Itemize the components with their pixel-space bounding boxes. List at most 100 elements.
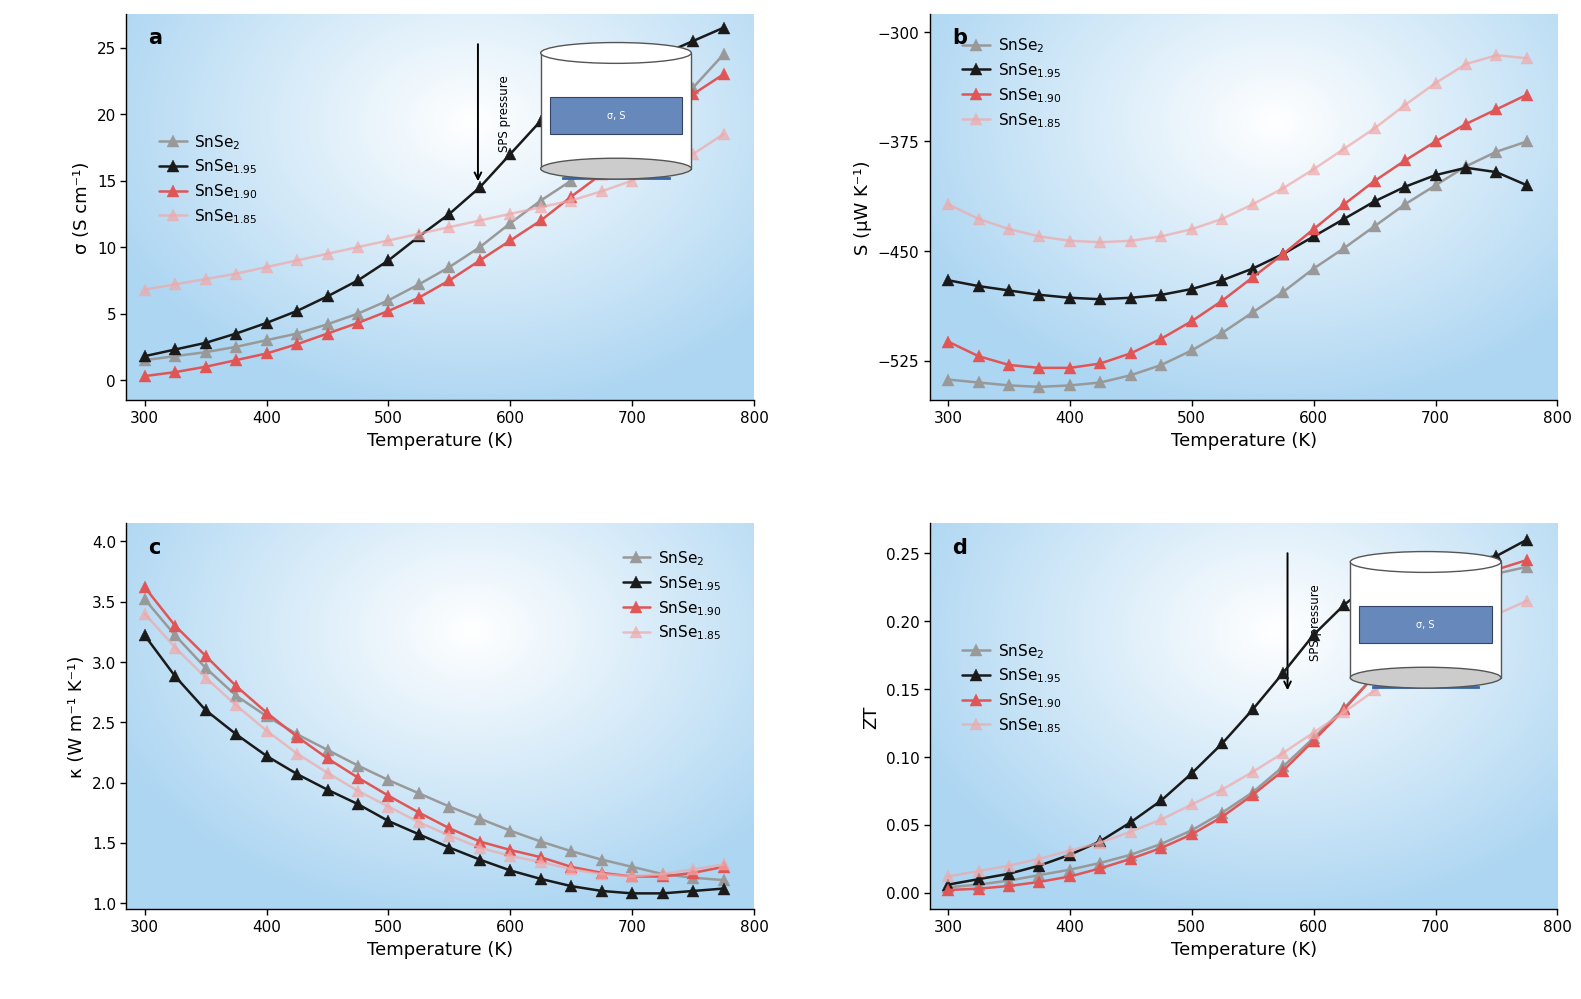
SnSe$_{1.90}$ bbox=[1091, 862, 1110, 874]
SnSe$_{1.90}$ bbox=[1518, 554, 1537, 566]
SnSe$_{1.95}$ bbox=[1426, 554, 1445, 566]
SnSe$_{1.90}$ bbox=[683, 89, 702, 101]
SnSe$_2$ bbox=[1183, 345, 1202, 357]
SnSe$_{1.95}$ bbox=[1061, 849, 1080, 861]
SnSe$_2$ bbox=[258, 710, 277, 722]
SnSe$_2$ bbox=[1274, 287, 1293, 299]
SnSe$_{1.85}$ bbox=[623, 870, 642, 882]
SnSe$_{1.95}$ bbox=[969, 281, 988, 293]
SnSe$_{1.95}$ bbox=[1029, 290, 1048, 302]
SnSe$_{1.95}$ bbox=[1518, 534, 1537, 546]
Legend: SnSe$_2$, SnSe$_{1.95}$, SnSe$_{1.90}$, SnSe$_{1.85}$: SnSe$_2$, SnSe$_{1.95}$, SnSe$_{1.90}$, … bbox=[153, 127, 264, 232]
SnSe$_{1.90}$ bbox=[561, 191, 580, 203]
SnSe$_{1.85}$ bbox=[348, 785, 367, 797]
SnSe$_{1.95}$ bbox=[226, 328, 245, 340]
SnSe$_2$ bbox=[226, 342, 245, 354]
SnSe$_{1.95}$ bbox=[1183, 284, 1202, 296]
SnSe$_{1.90}$ bbox=[226, 680, 245, 692]
SnSe$_{1.95}$ bbox=[1274, 667, 1293, 679]
SnSe$_{1.95}$ bbox=[939, 275, 958, 287]
X-axis label: Temperature (K): Temperature (K) bbox=[1170, 940, 1317, 958]
SnSe$_{1.90}$ bbox=[531, 215, 550, 227]
Line: SnSe$_{1.95}$: SnSe$_{1.95}$ bbox=[942, 534, 1532, 890]
SnSe$_{1.95}$ bbox=[1456, 162, 1475, 174]
SnSe$_{1.90}$ bbox=[653, 115, 672, 127]
SnSe$_2$ bbox=[593, 854, 612, 866]
SnSe$_{1.95}$ bbox=[440, 842, 458, 854]
Y-axis label: κ (W m⁻¹ K⁻¹): κ (W m⁻¹ K⁻¹) bbox=[68, 655, 87, 777]
SnSe$_{1.95}$ bbox=[1153, 290, 1172, 302]
SnSe$_{1.95}$ bbox=[471, 182, 490, 194]
SnSe$_2$ bbox=[1486, 146, 1505, 158]
SnSe$_2$ bbox=[1334, 243, 1353, 255]
SnSe$_{1.85}$ bbox=[969, 214, 988, 226]
SnSe$_{1.90}$ bbox=[1121, 348, 1140, 360]
SnSe$_2$ bbox=[683, 82, 702, 94]
SnSe$_{1.90}$ bbox=[1183, 316, 1202, 328]
SnSe$_{1.85}$ bbox=[1396, 665, 1415, 677]
SnSe$_2$ bbox=[1029, 869, 1048, 881]
SnSe$_{1.85}$ bbox=[1183, 798, 1202, 810]
SnSe$_{1.95}$ bbox=[939, 879, 958, 891]
SnSe$_{1.90}$ bbox=[1334, 703, 1353, 715]
SnSe$_{1.95}$ bbox=[1243, 703, 1262, 715]
Text: SPS pressure: SPS pressure bbox=[498, 75, 511, 152]
SnSe$_{1.85}$ bbox=[409, 228, 428, 240]
SnSe$_2$ bbox=[196, 347, 215, 359]
SnSe$_{1.90}$ bbox=[715, 69, 734, 81]
SnSe$_2$ bbox=[969, 377, 988, 389]
SnSe$_{1.90}$ bbox=[1486, 563, 1505, 575]
SnSe$_{1.85}$ bbox=[939, 199, 958, 211]
SnSe$_{1.85}$ bbox=[593, 868, 612, 880]
SnSe$_{1.85}$ bbox=[1243, 766, 1262, 778]
SnSe$_{1.90}$ bbox=[1213, 295, 1232, 307]
SnSe$_{1.85}$ bbox=[1091, 237, 1110, 249]
SnSe$_{1.90}$ bbox=[166, 367, 185, 379]
SnSe$_{1.95}$ bbox=[379, 815, 398, 827]
SnSe$_{1.85}$ bbox=[1518, 53, 1537, 65]
SnSe$_2$ bbox=[561, 175, 580, 187]
SnSe$_2$ bbox=[1213, 328, 1232, 340]
Ellipse shape bbox=[541, 43, 691, 64]
Text: σ, S: σ, S bbox=[1417, 619, 1434, 629]
SnSe$_{1.95}$ bbox=[166, 670, 185, 682]
SnSe$_{1.90}$ bbox=[1213, 811, 1232, 823]
SnSe$_2$ bbox=[1304, 263, 1323, 275]
SnSe$_{1.85}$ bbox=[653, 162, 672, 174]
SnSe$_{1.85}$ bbox=[136, 608, 155, 620]
SnSe$_{1.90}$ bbox=[1243, 789, 1262, 801]
SnSe$_{1.95}$ bbox=[653, 887, 672, 899]
SnSe$_2$ bbox=[379, 774, 398, 786]
SnSe$_2$ bbox=[653, 109, 672, 121]
SnSe$_2$ bbox=[1456, 161, 1475, 173]
SnSe$_2$ bbox=[501, 218, 520, 230]
SnSe$_2$ bbox=[409, 787, 428, 799]
SnSe$_{1.95}$ bbox=[593, 76, 612, 88]
SnSe$_{1.90}$ bbox=[501, 235, 520, 247]
SnSe$_{1.85}$ bbox=[1029, 231, 1048, 243]
SnSe$_{1.85}$ bbox=[1153, 813, 1172, 825]
SnSe$_2$ bbox=[561, 845, 580, 857]
SnSe$_{1.95}$ bbox=[166, 344, 185, 356]
SnSe$_{1.95}$ bbox=[379, 255, 398, 267]
SnSe$_{1.95}$ bbox=[1304, 629, 1323, 641]
SnSe$_{1.95}$ bbox=[440, 209, 458, 221]
SnSe$_{1.85}$ bbox=[1213, 783, 1232, 795]
SnSe$_{1.85}$ bbox=[471, 842, 490, 854]
SnSe$_{1.95}$ bbox=[1364, 196, 1383, 208]
SnSe$_{1.85}$ bbox=[1061, 845, 1080, 857]
SnSe$_2$ bbox=[258, 335, 277, 347]
SnSe$_{1.95}$ bbox=[683, 36, 702, 48]
SnSe$_{1.95}$ bbox=[1456, 555, 1475, 567]
SnSe$_{1.85}$ bbox=[1304, 726, 1323, 738]
Y-axis label: ZT: ZT bbox=[862, 704, 881, 728]
SnSe$_{1.90}$ bbox=[1456, 119, 1475, 131]
SnSe$_{1.90}$ bbox=[288, 339, 307, 351]
SnSe$_2$ bbox=[1396, 199, 1415, 211]
SnSe$_2$ bbox=[1061, 380, 1080, 392]
SnSe$_{1.90}$ bbox=[288, 731, 307, 743]
SnSe$_{1.90}$ bbox=[1396, 637, 1415, 649]
SnSe$_{1.95}$ bbox=[1061, 292, 1080, 304]
Line: SnSe$_{1.85}$: SnSe$_{1.85}$ bbox=[942, 595, 1532, 882]
SnSe$_2$ bbox=[1518, 561, 1537, 573]
